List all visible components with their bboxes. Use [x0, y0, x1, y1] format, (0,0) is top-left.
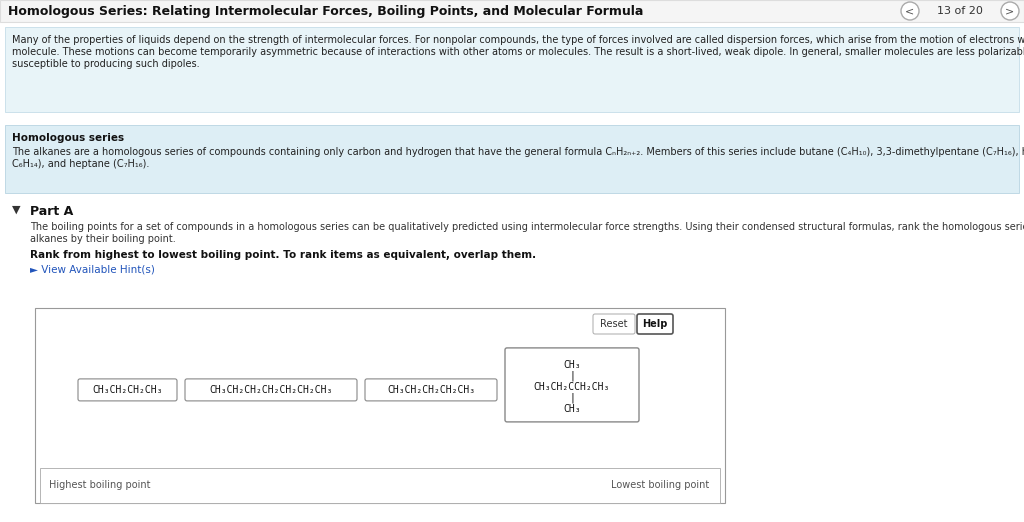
- Text: Part A: Part A: [30, 205, 74, 218]
- Text: The boiling points for a set of compounds in a homologous series can be qualitat: The boiling points for a set of compound…: [30, 222, 1024, 232]
- Text: CH₃CH₂CH₂CH₂CH₃: CH₃CH₂CH₂CH₂CH₃: [387, 385, 475, 395]
- Text: Lowest boiling point: Lowest boiling point: [610, 480, 709, 491]
- FancyBboxPatch shape: [505, 348, 639, 422]
- Text: molecule. These motions can become temporarily asymmetric because of interaction: molecule. These motions can become tempo…: [12, 47, 1024, 57]
- FancyBboxPatch shape: [35, 308, 725, 503]
- Text: ▼: ▼: [12, 205, 20, 215]
- Text: C₆H₁₄), and heptane (C₇H₁₆).: C₆H₁₄), and heptane (C₇H₁₆).: [12, 159, 150, 169]
- FancyBboxPatch shape: [40, 468, 720, 503]
- FancyBboxPatch shape: [5, 27, 1019, 112]
- Text: CH₃: CH₃: [563, 404, 581, 414]
- Text: 13 of 20: 13 of 20: [937, 6, 983, 16]
- Text: alkanes by their boiling point.: alkanes by their boiling point.: [30, 234, 176, 244]
- Text: Highest boiling point: Highest boiling point: [49, 480, 151, 491]
- FancyBboxPatch shape: [78, 379, 177, 401]
- Text: >: >: [1006, 6, 1015, 16]
- Text: |: |: [569, 393, 574, 404]
- Text: Reset: Reset: [600, 319, 628, 329]
- Text: CH₃: CH₃: [563, 360, 581, 370]
- Text: CH₃CH₂CH₂CH₂CH₂CH₂CH₃: CH₃CH₂CH₂CH₂CH₂CH₂CH₃: [209, 385, 333, 395]
- FancyBboxPatch shape: [185, 379, 357, 401]
- Text: Rank from highest to lowest boiling point. To rank items as equivalent, overlap : Rank from highest to lowest boiling poin…: [30, 250, 537, 260]
- Circle shape: [901, 2, 919, 20]
- FancyBboxPatch shape: [365, 379, 497, 401]
- FancyBboxPatch shape: [593, 314, 635, 334]
- Text: Homologous Series: Relating Intermolecular Forces, Boiling Points, and Molecular: Homologous Series: Relating Intermolecul…: [8, 5, 643, 18]
- Text: ► View Available Hint(s): ► View Available Hint(s): [30, 265, 155, 275]
- Text: |: |: [569, 371, 574, 382]
- Text: The alkanes are a homologous series of compounds containing only carbon and hydr: The alkanes are a homologous series of c…: [12, 147, 1024, 157]
- Text: <: <: [905, 6, 914, 16]
- FancyBboxPatch shape: [0, 0, 1024, 22]
- Text: Help: Help: [642, 319, 668, 329]
- FancyBboxPatch shape: [5, 125, 1019, 193]
- Text: CH₃CH₂CH₂CH₃: CH₃CH₂CH₂CH₃: [92, 385, 163, 395]
- Circle shape: [1001, 2, 1019, 20]
- Text: susceptible to producing such dipoles.: susceptible to producing such dipoles.: [12, 59, 200, 69]
- FancyBboxPatch shape: [637, 314, 673, 334]
- Text: CH₃CH₂CCH₂CH₃: CH₃CH₂CCH₂CH₃: [534, 382, 610, 392]
- Text: Homologous series: Homologous series: [12, 133, 124, 143]
- Text: Many of the properties of liquids depend on the strength of intermolecular force: Many of the properties of liquids depend…: [12, 35, 1024, 45]
